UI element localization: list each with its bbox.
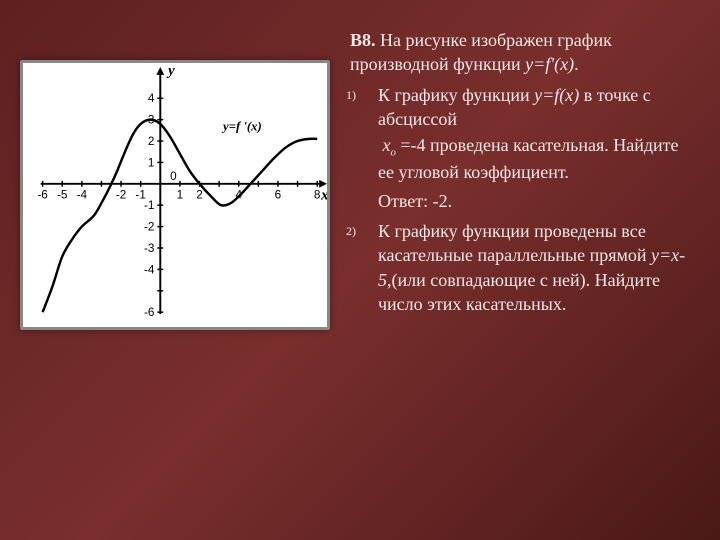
- svg-text:y=f '(x): y=f '(x): [221, 119, 262, 133]
- problem-intro: B8. На рисунке изображен график производ…: [350, 28, 692, 77]
- svg-text:-4: -4: [144, 263, 155, 276]
- svg-text:-5: -5: [57, 189, 68, 202]
- svg-text:-1: -1: [144, 199, 154, 212]
- p1-x0: x: [383, 135, 391, 155]
- problem-list: К графику функции y=f(x) в точке с абсци…: [350, 83, 692, 132]
- problem-tag: B8.: [350, 30, 376, 50]
- answer-1: Ответ: -2.: [350, 189, 692, 213]
- p2-b: ,(или совпадающие с ней). Найдите число …: [378, 270, 660, 314]
- svg-text:-4: -4: [77, 189, 88, 202]
- intro-func: y=f'(x): [525, 54, 574, 74]
- intro-end: .: [574, 54, 579, 74]
- svg-text:0: 0: [170, 170, 177, 183]
- text-column: B8. На рисунке изображен график производ…: [340, 0, 720, 540]
- svg-text:2: 2: [196, 189, 203, 202]
- svg-text:-6: -6: [144, 306, 155, 319]
- svg-text:-2: -2: [116, 189, 126, 202]
- p1-c: =-4 проведена касательная. Найдите ее уг…: [378, 135, 679, 182]
- problem-list-2: К графику функции проведены все касатель…: [350, 219, 692, 316]
- svg-text:6: 6: [275, 189, 282, 202]
- svg-text:-2: -2: [144, 221, 154, 234]
- problem-item-1: К графику функции y=f(x) в точке с абсци…: [350, 83, 692, 132]
- chart-frame: -6-5-4-2-112468-6-4-3-2-101234xyy=f '(x): [20, 60, 330, 330]
- chart-column: -6-5-4-2-112468-6-4-3-2-101234xyy=f '(x): [0, 0, 340, 540]
- svg-text:8: 8: [314, 189, 321, 202]
- svg-text:4: 4: [148, 92, 155, 105]
- svg-text:y: y: [166, 63, 175, 79]
- derivative-chart: -6-5-4-2-112468-6-4-3-2-101234xyy=f '(x): [23, 63, 327, 327]
- svg-text:1: 1: [148, 156, 155, 169]
- svg-text:1: 1: [177, 189, 184, 202]
- svg-text:-6: -6: [37, 189, 48, 202]
- problem-item-2: К графику функции проведены все касатель…: [350, 219, 692, 316]
- p2-a: К графику функции проведены все касатель…: [378, 221, 651, 265]
- p1-func: y=f(x): [534, 85, 579, 105]
- svg-text:x: x: [320, 188, 327, 204]
- svg-text:-3: -3: [144, 242, 155, 255]
- p1-a: К графику функции: [378, 85, 534, 105]
- svg-text:2: 2: [148, 135, 155, 148]
- problem-1-line2: xо =-4 проведена касательная. Найдите ее…: [350, 133, 692, 184]
